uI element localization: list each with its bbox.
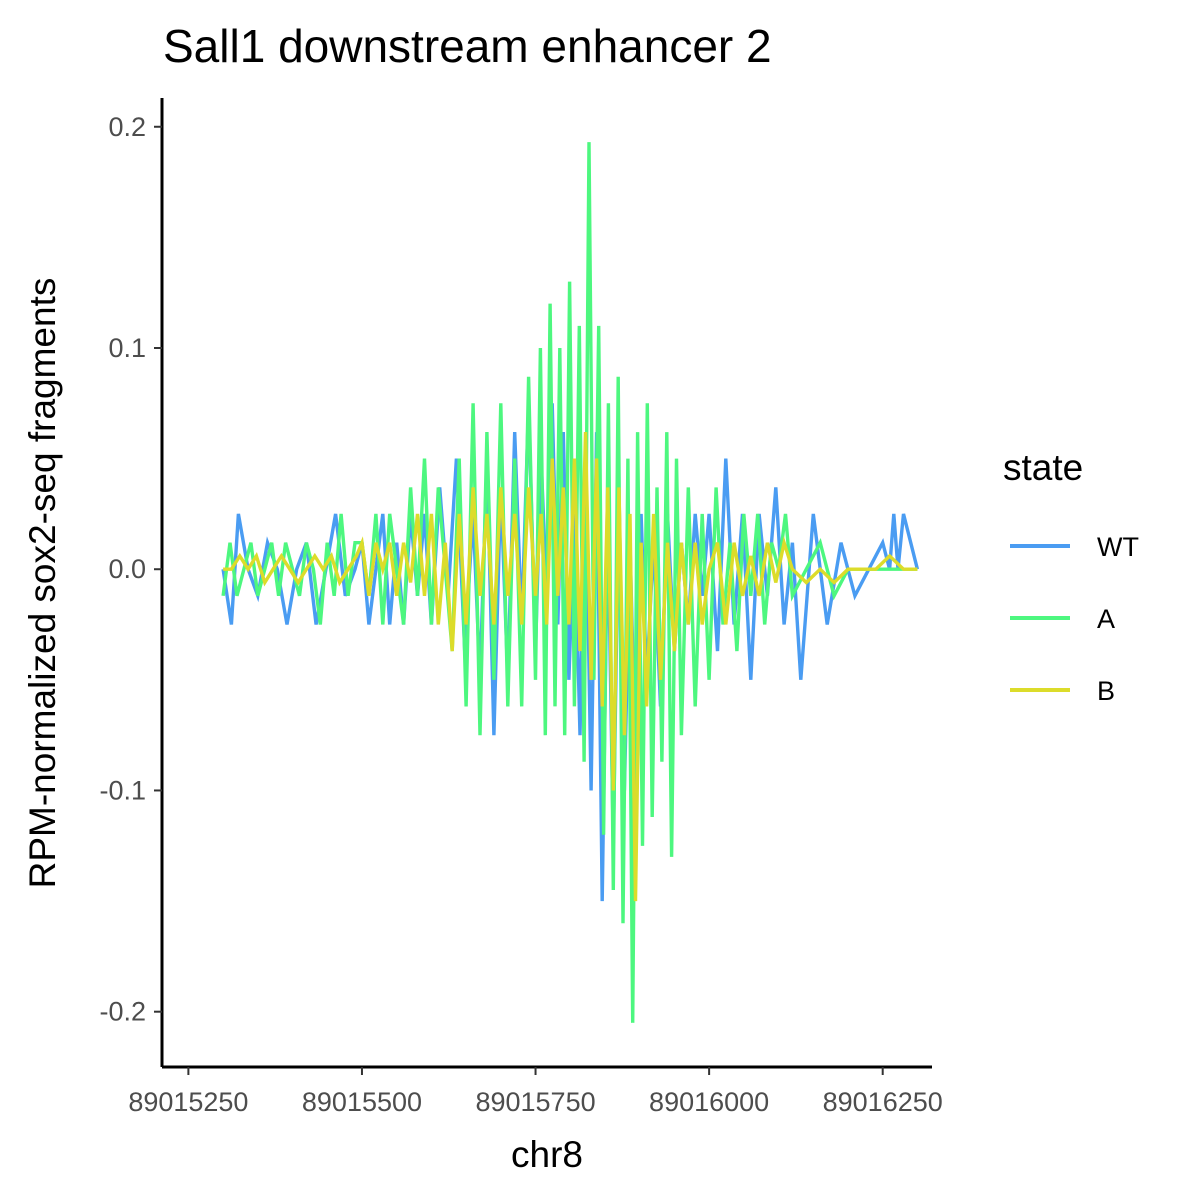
x-ticks: 89015250 89015500 89015750 89016000 89016250 [128, 1067, 943, 1117]
series-line-a [221, 142, 918, 1023]
y-axis-title: RPM-normalized sox2-seq fragments [22, 278, 63, 889]
y-tick-label: -0.2 [99, 997, 146, 1027]
x-tick-label: 89015250 [128, 1087, 248, 1117]
series-line-b [223, 432, 918, 902]
y-tick-label: 0.2 [108, 112, 146, 142]
x-axis-title: chr8 [511, 1134, 583, 1175]
y-ticks: -0.2 -0.1 0.0 0.1 0.2 [99, 112, 162, 1027]
legend-label-wt: WT [1097, 532, 1139, 562]
legend-items: WT A B [1010, 532, 1139, 706]
x-tick-label: 89016000 [649, 1087, 769, 1117]
series-layer [221, 142, 920, 1023]
plot-area: -0.2 -0.1 0.0 0.1 0.2 89015250 89015500 890157… [99, 98, 943, 1117]
y-tick-label: 0.0 [108, 554, 146, 584]
legend-label-a: A [1097, 604, 1115, 634]
legend: state WT A B [1003, 447, 1139, 706]
x-tick-label: 89015750 [475, 1087, 595, 1117]
chart-title: Sall1 downstream enhancer 2 [163, 20, 772, 72]
legend-label-b: B [1097, 676, 1115, 706]
legend-title: state [1003, 447, 1083, 488]
x-tick-label: 89015500 [302, 1087, 422, 1117]
y-tick-label: 0.1 [108, 333, 146, 363]
y-tick-label: -0.1 [99, 775, 146, 805]
x-tick-label: 89016250 [823, 1087, 943, 1117]
